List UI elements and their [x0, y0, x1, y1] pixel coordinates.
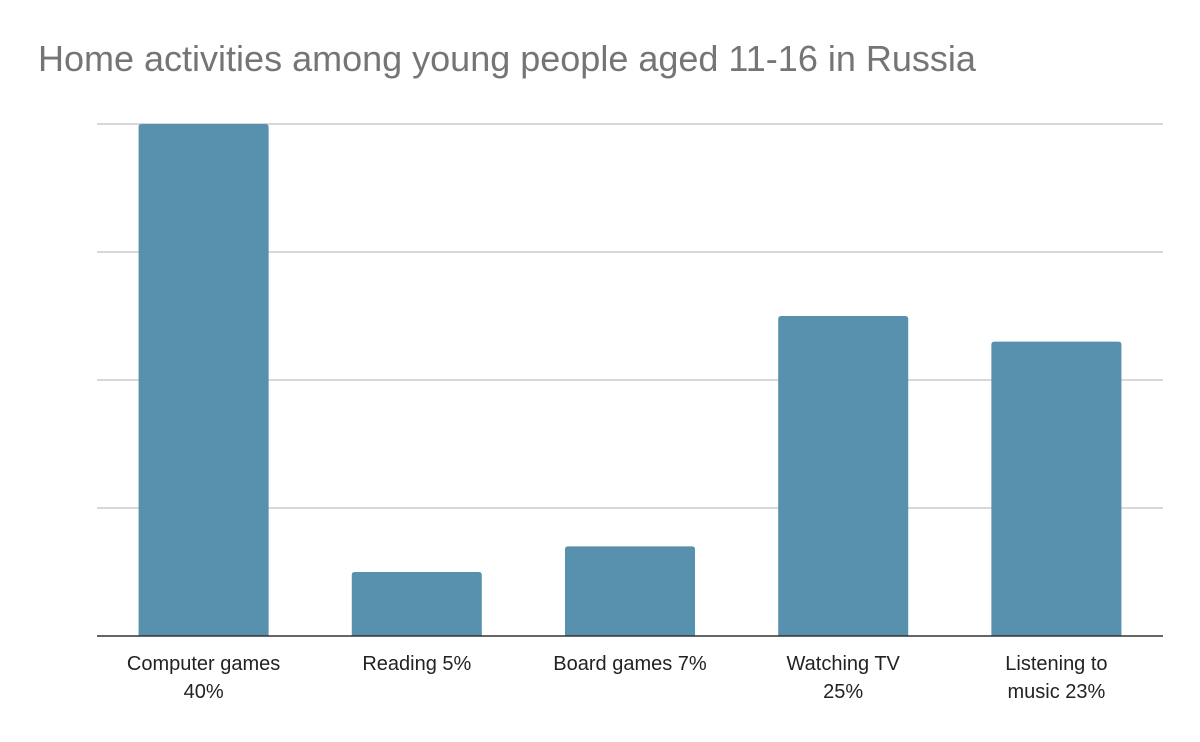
bar	[138, 124, 269, 636]
x-tick-label-line: 40%	[184, 681, 224, 703]
bar	[778, 316, 909, 636]
x-tick-label-line: 25%	[823, 681, 863, 703]
bar	[991, 341, 1122, 636]
x-tick-label: Watching TV 25%	[787, 653, 901, 703]
bars	[138, 124, 1122, 636]
x-tick-labels: Computer games 40% Reading 5% Board games 7…	[127, 653, 1108, 703]
x-tick-label-line: Watching TV	[787, 653, 901, 675]
x-tick-label: Computer games 40%	[127, 653, 280, 703]
x-tick-label-line: Board games 7%	[553, 653, 707, 675]
grid-lines	[97, 123, 1163, 509]
x-tick-label-line: Computer games	[127, 653, 280, 675]
bar	[564, 546, 696, 636]
x-tick-label-line: Reading 5%	[362, 653, 471, 675]
x-tick-label-line: Listening to	[1005, 653, 1107, 675]
bar	[351, 572, 482, 636]
x-tick-label: Board games 7%	[553, 653, 707, 675]
chart-title: Home activities among young people aged …	[38, 38, 976, 79]
x-tick-label: Listening to music 23%	[1005, 653, 1107, 703]
x-tick-label: Reading 5%	[362, 653, 471, 675]
x-tick-label-line: music 23%	[1007, 681, 1105, 703]
